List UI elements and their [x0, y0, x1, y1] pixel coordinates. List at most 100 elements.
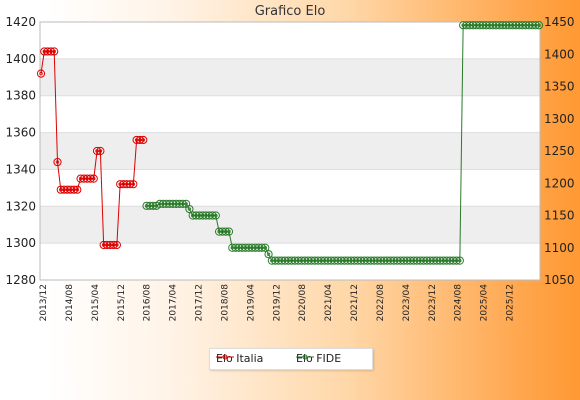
x-tick-label: 2024/08: [454, 284, 464, 322]
point-elo-fide: [234, 243, 243, 252]
point-elo-fide: [241, 243, 250, 252]
point-elo-fide: [310, 256, 319, 265]
x-tick-label: 2023/12: [428, 284, 438, 321]
point-elo-italia: [122, 180, 131, 189]
plot-border: [39, 21, 541, 281]
point-elo-fide: [317, 256, 326, 265]
point-elo-fide: [231, 243, 240, 252]
point-elo-fide: [284, 256, 293, 265]
point-inner-elo-italia: [55, 160, 60, 164]
point-elo-fide: [313, 256, 323, 265]
legend-symbol-elo-fide: [296, 354, 314, 360]
point-elo-fide: [191, 211, 201, 220]
point-inner-elo-fide: [187, 207, 192, 211]
point-elo-fide: [459, 21, 468, 30]
point-elo-fide: [142, 201, 151, 210]
point-elo-fide: [224, 227, 234, 236]
point-elo-fide: [261, 243, 270, 252]
point-inner-elo-fide: [263, 246, 267, 250]
y-right-tick-label: 1200: [544, 176, 575, 190]
point-elo-fide: [498, 21, 507, 30]
point-elo-italia: [125, 180, 135, 189]
x-tick-label: 2022/08: [376, 284, 386, 322]
point-elo-italia: [66, 185, 75, 194]
point-elo-italia: [69, 185, 79, 194]
legend-item-elo-fide[interactable]: Elo FIDE: [296, 352, 341, 365]
x-tick-label: 2020/08: [298, 284, 308, 322]
legend-item-elo-italia[interactable]: Elo Italia: [216, 352, 263, 365]
point-inner-elo-italia: [141, 138, 145, 142]
point-inner-elo-italia: [131, 182, 136, 186]
point-elo-italia: [129, 180, 138, 189]
point-elo-fide: [274, 256, 283, 265]
legend-label-elo-fide: Elo FIDE: [296, 352, 342, 365]
x-tick-label: 2014/08: [65, 284, 75, 322]
point-elo-fide: [343, 256, 352, 265]
legend-symbol-elo-italia: [216, 354, 234, 360]
point-elo-fide: [337, 256, 346, 265]
point-inner-elo-fide: [227, 229, 231, 234]
point-elo-fide: [373, 256, 382, 265]
point-elo-italia: [56, 185, 65, 194]
point-elo-fide: [290, 256, 300, 265]
point-elo-italia: [109, 240, 118, 250]
point-elo-italia: [83, 174, 92, 183]
legend: Elo Italia Elo FIDE: [209, 348, 373, 370]
point-inner-elo-italia: [115, 243, 119, 247]
y-right-tick-label: 1400: [544, 47, 575, 61]
point-elo-fide: [531, 21, 540, 30]
point-elo-fide: [393, 256, 402, 265]
point-elo-fide: [188, 211, 197, 220]
point-elo-italia: [53, 157, 62, 167]
point-elo-italia: [59, 185, 69, 194]
point-elo-italia: [119, 180, 128, 189]
point-elo-fide: [409, 256, 418, 265]
point-elo-fide: [287, 256, 296, 265]
grid-band: [40, 58, 540, 96]
x-tick-label: 2017/04: [169, 284, 179, 322]
point-elo-fide: [158, 199, 168, 208]
point-elo-italia: [50, 47, 59, 56]
legend-label-elo-italia: Elo Italia: [216, 352, 264, 365]
point-elo-fide: [304, 256, 313, 265]
x-tick-label: 2019/04: [246, 284, 256, 322]
y-left-tick-label: 1420: [5, 15, 36, 29]
point-elo-fide: [419, 256, 428, 265]
point-elo-fide: [412, 256, 422, 265]
point-elo-fide: [449, 256, 458, 265]
point-elo-fide: [406, 256, 415, 265]
y-right-tick-label: 1450: [544, 15, 575, 29]
point-elo-fide: [383, 256, 392, 265]
point-elo-fide: [508, 21, 517, 30]
point-elo-fide: [468, 21, 478, 30]
x-tick-label: 2023/04: [402, 284, 412, 322]
y-right-tick-label: 1250: [544, 144, 575, 158]
point-elo-fide: [330, 256, 339, 265]
point-elo-italia: [63, 185, 72, 194]
point-elo-fide: [340, 256, 349, 265]
point-elo-fide: [455, 256, 464, 265]
x-tick-label: 2025/12: [506, 284, 516, 321]
point-elo-italia: [112, 240, 121, 250]
point-elo-fide: [422, 256, 431, 265]
point-elo-fide: [521, 21, 530, 30]
point-elo-fide: [369, 256, 379, 265]
point-elo-fide: [327, 256, 336, 265]
point-elo-fide: [528, 21, 537, 30]
point-elo-fide: [320, 256, 329, 265]
point-elo-fide: [485, 21, 494, 30]
point-elo-fide: [175, 199, 184, 208]
point-elo-fide: [350, 256, 359, 265]
point-elo-fide: [247, 243, 257, 252]
point-elo-fide: [214, 227, 224, 236]
point-elo-fide: [201, 211, 211, 220]
point-inner-elo-fide: [458, 258, 462, 263]
x-tick-label: 2018/08: [220, 284, 230, 322]
point-elo-fide: [221, 227, 230, 236]
point-elo-fide: [511, 21, 521, 30]
point-elo-fide: [501, 21, 511, 30]
point-elo-fide: [505, 21, 514, 30]
point-elo-fide: [432, 256, 441, 265]
point-elo-fide: [257, 243, 267, 252]
